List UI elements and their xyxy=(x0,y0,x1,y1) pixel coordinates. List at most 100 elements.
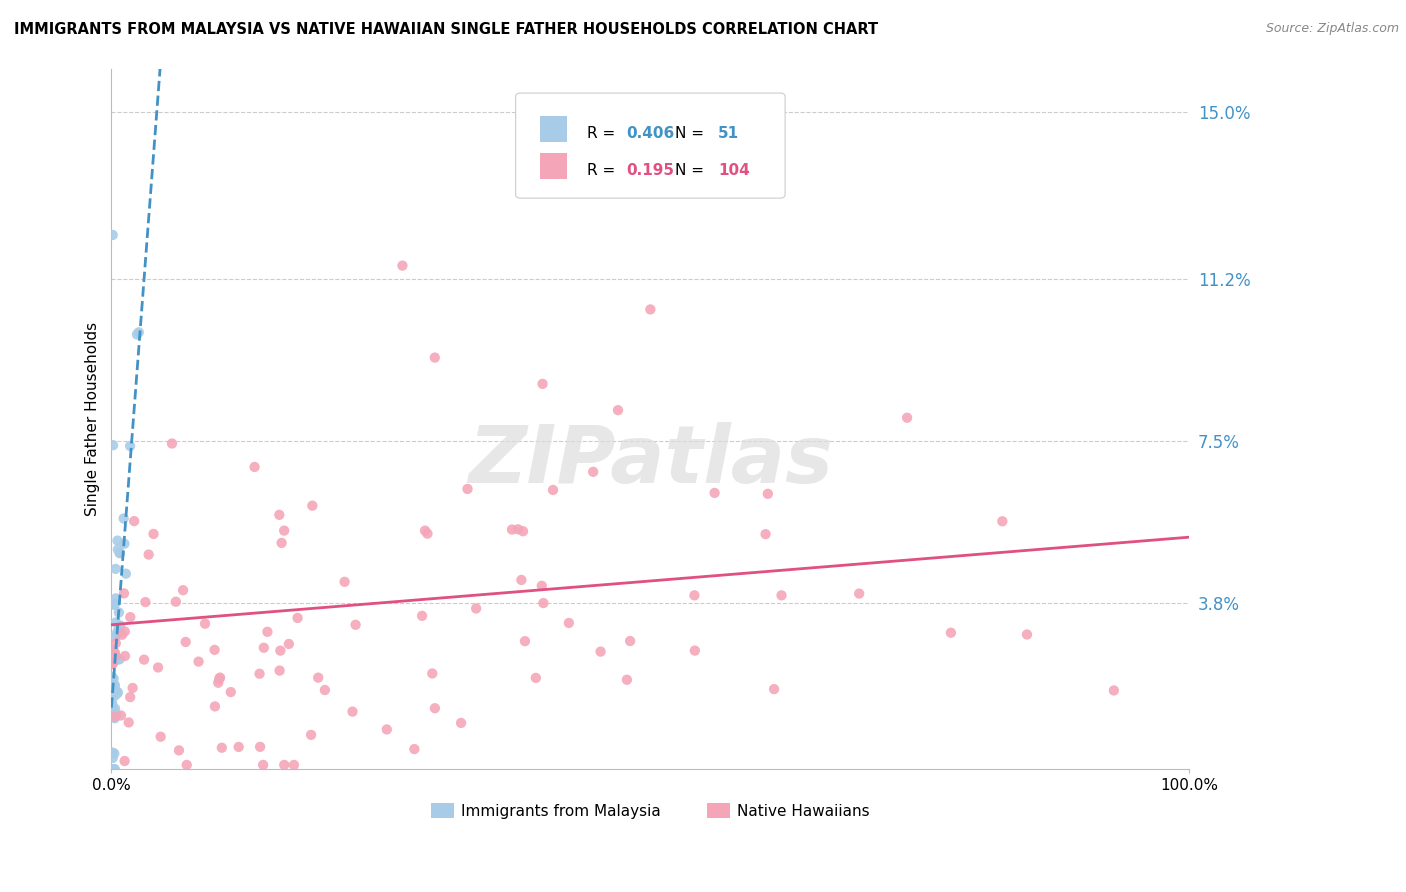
Point xyxy=(104,762,127,776)
Point xyxy=(103,710,125,724)
Point xyxy=(269,643,291,657)
Point xyxy=(103,705,125,719)
Point xyxy=(108,618,131,632)
Point xyxy=(270,536,292,550)
Point xyxy=(683,643,706,657)
Point xyxy=(342,705,364,719)
Point xyxy=(104,646,127,660)
Point xyxy=(391,259,413,273)
Point xyxy=(112,586,135,600)
Point xyxy=(411,608,433,623)
Point xyxy=(104,701,127,715)
Text: 51: 51 xyxy=(718,126,740,141)
Point xyxy=(101,751,124,765)
Point xyxy=(110,708,132,723)
Point xyxy=(253,640,276,655)
Point xyxy=(104,615,127,630)
Point xyxy=(194,616,217,631)
Point xyxy=(107,686,129,700)
Point xyxy=(531,376,554,391)
Point xyxy=(763,682,786,697)
Point xyxy=(299,728,322,742)
Point xyxy=(423,701,446,715)
Text: 104: 104 xyxy=(718,163,749,178)
Point xyxy=(138,548,160,562)
Legend: Immigrants from Malaysia, Native Hawaiians: Immigrants from Malaysia, Native Hawaiia… xyxy=(425,797,876,825)
Point xyxy=(269,508,291,522)
Point xyxy=(939,625,962,640)
Point xyxy=(582,465,605,479)
Point xyxy=(101,746,124,760)
FancyBboxPatch shape xyxy=(516,93,785,198)
Point xyxy=(101,438,124,452)
Point xyxy=(333,574,356,589)
Text: R =: R = xyxy=(586,126,620,141)
Point xyxy=(108,625,131,640)
Point xyxy=(105,707,128,722)
Point xyxy=(423,351,446,365)
Text: IMMIGRANTS FROM MALAYSIA VS NATIVE HAWAIIAN SINGLE FATHER HOUSEHOLDS CORRELATION: IMMIGRANTS FROM MALAYSIA VS NATIVE HAWAI… xyxy=(14,22,879,37)
Point xyxy=(101,696,124,710)
Point xyxy=(120,610,142,624)
Point xyxy=(209,671,232,685)
Point xyxy=(101,686,124,700)
Point xyxy=(108,546,131,560)
FancyBboxPatch shape xyxy=(540,116,568,142)
Point xyxy=(616,673,638,687)
Point xyxy=(219,685,242,699)
Point xyxy=(510,573,533,587)
Point xyxy=(1102,683,1125,698)
Point xyxy=(307,671,329,685)
Point xyxy=(530,579,553,593)
Point xyxy=(531,596,554,610)
Point xyxy=(101,670,124,684)
Text: Source: ZipAtlas.com: Source: ZipAtlas.com xyxy=(1265,22,1399,36)
Point xyxy=(101,657,124,671)
Point xyxy=(204,643,226,657)
Point xyxy=(104,562,127,576)
Text: N =: N = xyxy=(675,126,709,141)
Point xyxy=(105,627,128,641)
Point xyxy=(450,715,472,730)
Point xyxy=(105,684,128,698)
Point xyxy=(465,601,488,615)
Point xyxy=(111,628,134,642)
Point xyxy=(122,514,145,528)
Point xyxy=(115,566,138,581)
Point xyxy=(228,739,250,754)
Point xyxy=(344,617,367,632)
Point xyxy=(167,743,190,757)
Point xyxy=(107,542,129,557)
Point xyxy=(273,758,295,772)
Point xyxy=(413,524,436,538)
Point xyxy=(104,630,127,644)
Point xyxy=(703,486,725,500)
Point xyxy=(104,679,127,693)
Point xyxy=(683,588,706,602)
Point xyxy=(114,648,136,663)
Point xyxy=(589,645,612,659)
Point xyxy=(176,758,198,772)
Point xyxy=(541,483,564,497)
Point xyxy=(101,657,124,671)
Point xyxy=(273,524,295,538)
Point xyxy=(249,666,271,681)
Point xyxy=(105,653,128,667)
Point xyxy=(107,685,129,699)
Point xyxy=(512,524,534,539)
Point xyxy=(103,707,125,722)
Point xyxy=(457,482,479,496)
Point xyxy=(165,595,187,609)
Point xyxy=(142,527,165,541)
Point xyxy=(121,681,143,695)
Text: ZIPatlas: ZIPatlas xyxy=(468,422,832,500)
Point xyxy=(607,403,630,417)
Point xyxy=(104,591,127,606)
Point xyxy=(187,655,209,669)
Point xyxy=(558,615,581,630)
Point xyxy=(108,652,131,666)
Point xyxy=(619,634,641,648)
Point xyxy=(104,597,127,611)
Point xyxy=(107,533,129,548)
Point xyxy=(103,643,125,657)
